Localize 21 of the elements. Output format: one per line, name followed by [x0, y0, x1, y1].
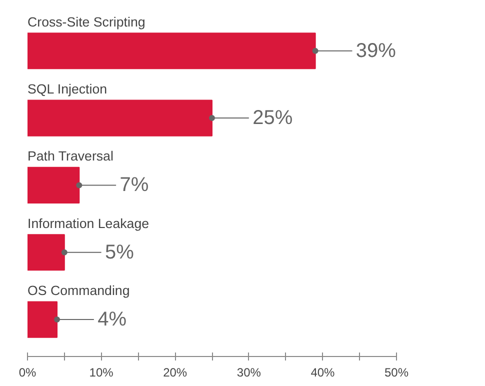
bar: [28, 301, 58, 338]
bar: [28, 234, 65, 271]
data-label: 7%: [120, 174, 149, 196]
data-label: 4%: [98, 308, 127, 331]
x-tick-label: 30%: [236, 366, 262, 380]
y-tick-label: Information Leakage: [28, 216, 150, 231]
y-tick-label: Path Traversal: [28, 148, 114, 164]
x-tick-label: 50%: [384, 366, 409, 380]
x-tick-label: 10%: [89, 366, 114, 380]
data-label: 39%: [356, 40, 396, 62]
data-label: 25%: [252, 107, 293, 130]
bar: [28, 32, 316, 70]
y-tick-label: OS Commanding: [28, 283, 130, 298]
x-tick-label: 0%: [18, 366, 36, 380]
x-tick-label: 20%: [163, 366, 188, 380]
bar: [28, 166, 80, 204]
x-tick-label: 40%: [310, 366, 336, 380]
data-label: 5%: [104, 241, 134, 264]
bar: [28, 100, 212, 136]
y-tick-label: Cross-Site Scripting: [28, 14, 146, 30]
y-tick-label: SQL Injection: [28, 82, 108, 97]
